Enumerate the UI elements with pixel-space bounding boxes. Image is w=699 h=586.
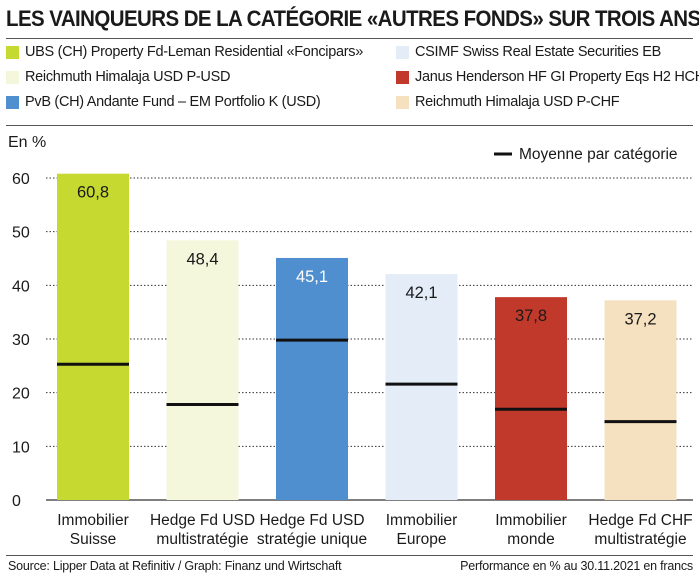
legend-swatch (396, 95, 409, 109)
bar-value-label: 45,1 (296, 268, 328, 286)
category-label: Suisse (70, 531, 117, 548)
bar-value-label: 48,4 (186, 250, 218, 268)
legend-swatch (6, 45, 19, 59)
legend-swatch (396, 70, 409, 84)
legend-label: PvB (CH) Andante Fund – EM Portfolio K (… (25, 94, 321, 110)
source-note: Source: Lipper Data at Refinitiv / Graph… (8, 559, 342, 573)
bar (276, 257, 348, 500)
average-marker-legend-label: Moyenne par catégorie (519, 146, 678, 163)
legend-item-janus: Janus Henderson HF GI Property Eqs H2 HC… (396, 69, 699, 85)
legend-item-pvb: PvB (CH) Andante Fund – EM Portfolio K (… (6, 94, 321, 110)
y-tick-label: 0 (12, 493, 21, 510)
legend-label: UBS (CH) Property Fd-Leman Residential «… (25, 44, 363, 60)
bar-value-label: 42,1 (405, 284, 437, 302)
legend-divider (6, 125, 693, 126)
legend-label: CSIMF Swiss Real Estate Securities EB (415, 44, 661, 60)
legend-label: Janus Henderson HF GI Property Eqs H2 HC… (415, 69, 699, 85)
y-tick-label: 30 (12, 332, 30, 349)
y-tick-label: 50 (12, 225, 30, 242)
bar (166, 240, 239, 500)
bar (604, 300, 677, 500)
legend-item-reichmuth-usd: Reichmuth Himalaja USD P-USD (6, 69, 230, 85)
y-axis-label: En % (8, 134, 46, 151)
title-divider (6, 38, 693, 39)
bar (57, 173, 129, 500)
y-tick-label: 20 (12, 386, 30, 403)
category-label: Immobilier (386, 512, 457, 529)
category-label: Hedge Fd USD (150, 512, 255, 529)
bar-value-label: 37,2 (624, 310, 656, 328)
chart-title: LES VAINQUEURS DE LA CATÉGORIE «AUTRES F… (6, 6, 699, 31)
category-label: multistratégie (594, 531, 686, 548)
bar (385, 274, 458, 500)
category-label: Hedge Fd USD (259, 512, 364, 529)
legend-item-ubs: UBS (CH) Property Fd-Leman Residential «… (6, 44, 363, 60)
footer-divider (6, 555, 693, 556)
bar-value-label: 60,8 (77, 184, 109, 202)
category-label: Immobilier (495, 512, 566, 529)
legend-swatch (6, 95, 19, 109)
category-label: monde (507, 531, 554, 548)
bar-value-label: 37,8 (515, 307, 547, 325)
legend-label: Reichmuth Himalaja USD P-CHF (415, 94, 620, 110)
category-label: Immobilier (57, 512, 128, 529)
legend-label: Reichmuth Himalaja USD P-USD (25, 69, 231, 85)
category-label: Europe (397, 531, 447, 548)
y-tick-label: 60 (12, 171, 30, 188)
legend-item-reichmuth-chf: Reichmuth Himalaja USD P-CHF (396, 94, 620, 110)
legend-swatch (6, 70, 19, 84)
legend-swatch (396, 45, 409, 59)
bar (495, 297, 567, 500)
performance-note: Performance en % au 30.11.2021 en francs (460, 559, 693, 573)
legend-item-csimf: CSIMF Swiss Real Estate Securities EB (396, 44, 661, 60)
y-tick-label: 10 (12, 439, 30, 456)
category-label: stratégie unique (257, 531, 367, 548)
category-label: Hedge Fd CHF (588, 512, 692, 529)
y-tick-label: 40 (12, 278, 30, 295)
category-label: multistratégie (156, 531, 248, 548)
